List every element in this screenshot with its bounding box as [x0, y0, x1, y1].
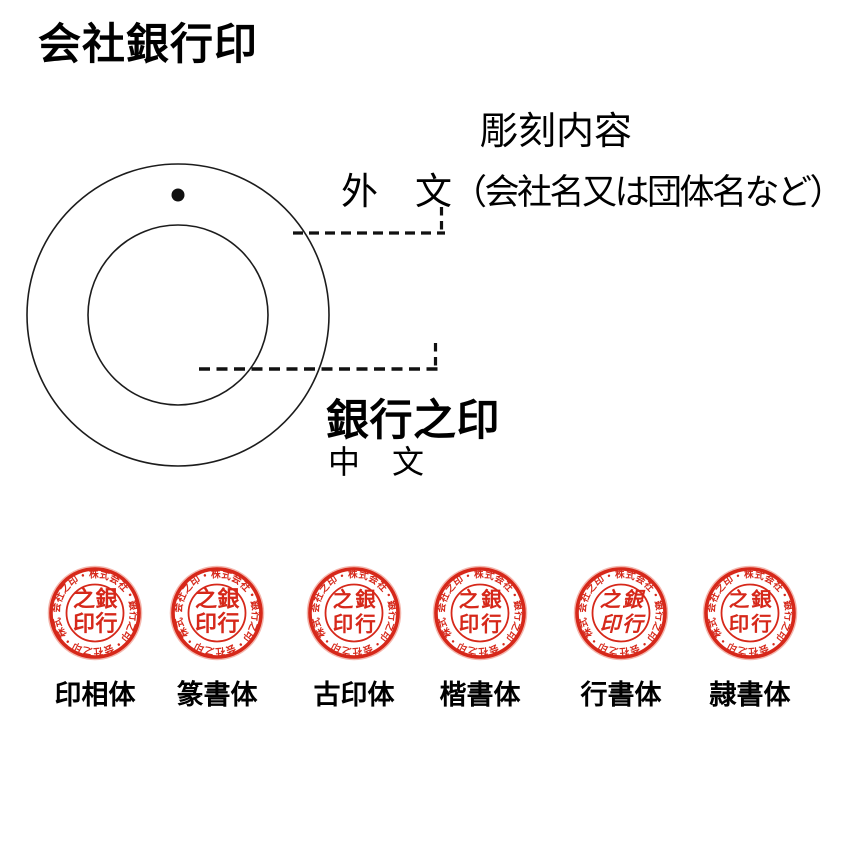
seal-inner-border	[720, 583, 780, 643]
seal-inner-border	[450, 583, 510, 643]
svg-text:印: 印	[459, 613, 480, 636]
seal-outer-border	[308, 567, 400, 659]
seal-inner-border	[324, 583, 384, 643]
seal-inner-border	[187, 583, 247, 643]
svg-text:銀: 銀	[751, 588, 772, 611]
center-text-label: 中 文	[328, 444, 425, 480]
seal-outer-border	[49, 567, 141, 659]
engraving-content-heading: 彫刻内容	[480, 111, 633, 153]
svg-text:行: 行	[750, 612, 772, 635]
svg-text:印: 印	[333, 613, 354, 636]
center-text-example: 銀行之印	[326, 397, 500, 445]
outer-text-note: （会社名又は団体名など）	[452, 173, 845, 212]
outer-circle	[26, 163, 330, 467]
svg-text:銀: 銀	[355, 588, 376, 612]
seal-outer-border	[434, 567, 526, 659]
seal-center-text: 銀 行 之 印	[600, 589, 647, 637]
svg-text:印: 印	[729, 613, 750, 635]
svg-text:銀: 銀	[95, 588, 117, 613]
page-title: 会社銀行印	[38, 21, 258, 69]
svg-text:印: 印	[73, 612, 95, 637]
seal-inner-border	[591, 583, 651, 643]
seal-outer-border	[575, 567, 667, 659]
svg-text:之: 之	[333, 588, 354, 612]
seal-stamp-tenshotai: 会社之印・株式会社・銀行之印・会社之印・株式 銀 行 之 印	[169, 565, 265, 661]
seal-stamp-insoutai: 会社之印・株式会社・銀行之印・会社之印・株式 銀 行 之 印	[47, 565, 143, 661]
seal-stamp-kaishotai: 会社之印・株式会社・銀行之印・会社之印・株式 銀 行 之 印	[432, 565, 528, 661]
seal-font-name-reishotai: 隷書体	[709, 680, 791, 710]
outer-text-label-row: 外 文 （会社名又は団体名など）	[341, 161, 845, 215]
svg-text:印: 印	[195, 612, 217, 637]
seal-outer-border	[171, 567, 263, 659]
svg-text:之: 之	[600, 589, 622, 612]
seal-center-text: 銀 行 之 印	[729, 588, 772, 636]
seal-structure-diagram	[26, 163, 445, 467]
seal-center-text: 銀 行 之 印	[333, 588, 377, 637]
orientation-dot	[171, 188, 185, 202]
svg-text:行: 行	[354, 612, 376, 636]
svg-text:之: 之	[459, 588, 480, 612]
seal-font-name-kointai: 古印体	[313, 680, 395, 710]
svg-text:行: 行	[94, 611, 117, 637]
svg-text:之: 之	[195, 587, 217, 613]
seal-font-name-insoutai: 印相体	[54, 680, 136, 710]
svg-text:行: 行	[480, 612, 502, 636]
svg-text:行: 行	[216, 611, 239, 637]
svg-text:之: 之	[729, 588, 750, 611]
seal-font-name-gyoushotai: 行書体	[580, 680, 662, 710]
seal-center-text: 銀 行 之 印	[73, 587, 118, 638]
svg-text:行: 行	[622, 613, 646, 636]
svg-text:銀: 銀	[481, 588, 502, 612]
inner-circle	[87, 224, 269, 406]
seal-stamp-gyoushotai: 会社之印・株式会社・銀行之印・会社之印・株式 銀 行 之 印	[573, 565, 669, 661]
seal-font-name-kaishotai: 楷書体	[439, 680, 521, 710]
seal-font-name-tenshotai: 篆書体	[176, 680, 258, 710]
seal-stamp-reishotai: 会社之印・株式会社・銀行之印・会社之印・株式 銀 行 之 印	[702, 565, 798, 661]
svg-text:印: 印	[600, 613, 624, 636]
seal-stamp-kointai: 会社之印・株式会社・銀行之印・会社之印・株式 銀 行 之 印	[306, 565, 402, 661]
svg-text:之: 之	[73, 587, 95, 613]
svg-text:銀: 銀	[217, 588, 239, 613]
svg-text:銀: 銀	[622, 589, 646, 612]
seal-center-text: 銀 行 之 印	[459, 588, 503, 637]
seal-inner-border	[65, 583, 125, 643]
seal-center-text: 銀 行 之 印	[195, 587, 240, 638]
outer-text-label: 外 文	[341, 171, 452, 212]
seal-outer-border	[704, 567, 796, 659]
